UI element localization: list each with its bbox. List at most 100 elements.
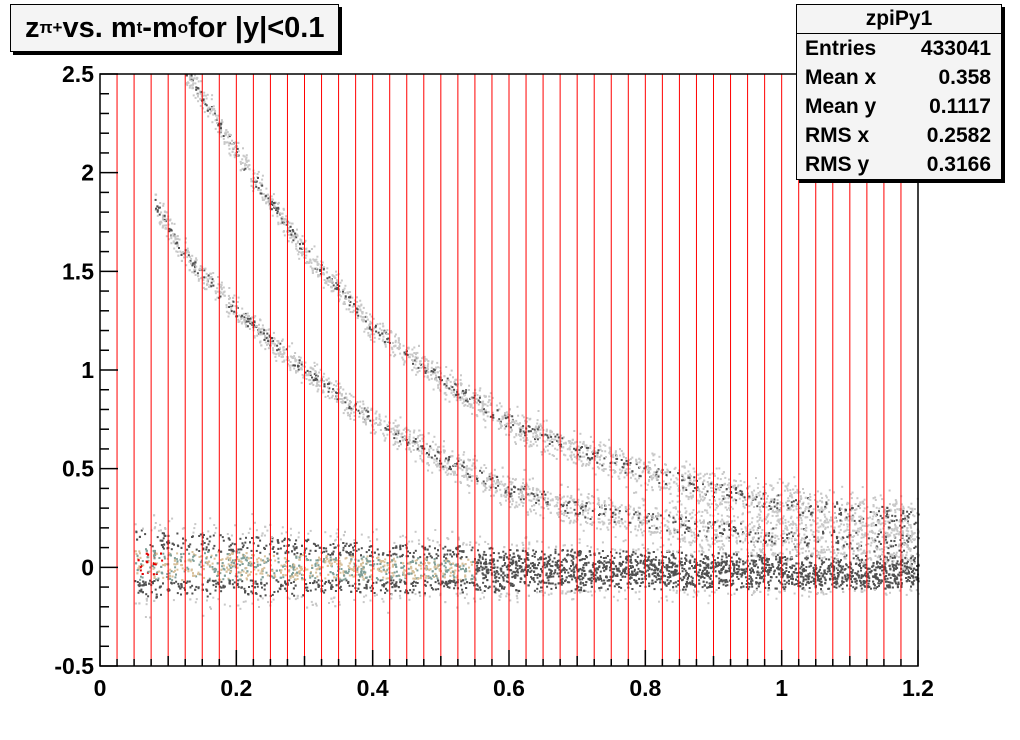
scatter-point: [406, 562, 409, 565]
scatter-point: [784, 558, 787, 561]
scatter-point: [426, 537, 429, 540]
scatter-point: [382, 585, 385, 588]
scatter-point: [365, 594, 368, 597]
scatter-point: [718, 577, 721, 580]
scatter-point: [538, 562, 541, 564]
scatter-point: [720, 571, 723, 574]
scatter-point: [285, 531, 288, 534]
scatter-point: [527, 584, 530, 587]
scatter-point: [670, 554, 673, 557]
scatter-point: [531, 562, 534, 564]
scatter-point: [201, 588, 204, 591]
scatter-point: [590, 594, 593, 597]
scatter-point: [619, 548, 622, 551]
scatter-point: [480, 565, 482, 568]
scatter-point: [220, 568, 223, 571]
scatter-point: [837, 573, 840, 576]
scatter-point: [212, 580, 215, 583]
scatter-point: [442, 575, 445, 578]
scatter-point: [598, 589, 601, 592]
scatter-point: [156, 579, 159, 582]
scatter-point: [703, 566, 706, 569]
scatter-point: [637, 548, 640, 551]
scatter-point: [263, 566, 266, 569]
scatter-point: [671, 561, 674, 564]
scatter-point: [241, 580, 244, 583]
scatter-point: [263, 534, 266, 537]
scatter-point: [152, 563, 155, 565]
scatter-point: [889, 576, 892, 579]
scatter-point: [762, 570, 765, 573]
scatter-point: [609, 558, 612, 561]
scatter-point: [529, 570, 532, 573]
scatter-point: [382, 565, 385, 568]
scatter-point: [515, 594, 518, 597]
scatter-point: [652, 542, 655, 545]
scatter-point: [271, 568, 274, 571]
scatter-point: [227, 578, 230, 581]
scatter-point: [483, 561, 486, 564]
scatter-point: [464, 574, 467, 577]
scatter-point: [160, 565, 163, 568]
scatter-point: [381, 560, 384, 562]
scatter-point: [606, 555, 609, 557]
scatter-point: [472, 597, 475, 600]
scatter-point: [173, 543, 175, 546]
scatter-point: [705, 571, 708, 574]
scatter-point: [249, 541, 251, 544]
scatter-point: [853, 589, 856, 592]
scatter-point: [479, 535, 482, 538]
scatter-point: [879, 581, 882, 584]
scatter-point: [777, 561, 780, 564]
scatter-point: [751, 568, 754, 571]
scatter-point: [274, 575, 277, 578]
scatter-point: [266, 574, 269, 577]
scatter-point: [495, 570, 498, 572]
scatter-point: [145, 603, 148, 606]
scatter-point: [827, 565, 830, 567]
scatter-point: [606, 579, 609, 582]
scatter-point: [419, 594, 422, 597]
scatter-point: [707, 602, 710, 605]
scatter-point: [801, 562, 803, 565]
scatter-point: [587, 561, 590, 564]
scatter-point: [774, 552, 777, 555]
scatter-point: [860, 575, 863, 578]
scatter-point: [776, 567, 779, 570]
scatter-point: [594, 580, 597, 583]
scatter-point: [414, 574, 416, 577]
scatter-point: [336, 528, 339, 531]
scatter-point: [786, 576, 789, 579]
scatter-point: [350, 558, 353, 561]
scatter-point: [793, 592, 796, 595]
scatter-point: [459, 557, 462, 560]
scatter-point: [145, 552, 148, 555]
scatter-point: [792, 571, 795, 574]
scatter-point: [369, 564, 372, 566]
scatter-point: [500, 574, 503, 577]
scatter-point: [860, 590, 863, 593]
scatter-point: [681, 579, 683, 582]
scatter-point: [452, 551, 455, 553]
scatter-point: [301, 544, 303, 547]
scatter-point: [887, 581, 890, 584]
scatter-point: [168, 520, 171, 523]
scatter-point: [215, 527, 218, 530]
scatter-point: [279, 569, 281, 572]
scatter-point: [463, 582, 466, 585]
scatter-point: [674, 569, 677, 572]
scatter-point: [399, 535, 402, 538]
scatter-point: [770, 567, 772, 569]
scatter-point: [784, 583, 787, 586]
scatter-point: [455, 581, 458, 584]
scatter-point: [340, 588, 343, 591]
scatter-point: [910, 581, 913, 584]
scatter-point: [299, 553, 302, 556]
scatter-point: [384, 591, 387, 594]
scatter-point: [325, 556, 328, 559]
scatter-point: [612, 562, 615, 565]
scatter-point: [476, 570, 479, 573]
scatter-point: [386, 562, 389, 564]
scatter-point: [409, 589, 412, 592]
scatter-point: [517, 589, 520, 592]
